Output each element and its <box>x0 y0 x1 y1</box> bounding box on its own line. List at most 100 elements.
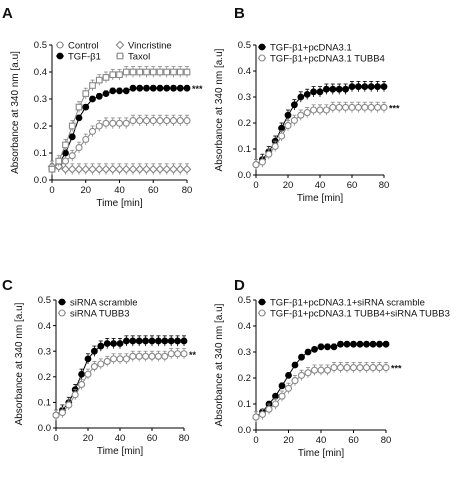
data-point <box>94 164 104 174</box>
data-point <box>258 158 266 166</box>
data-point <box>169 164 178 174</box>
panel-d: D 0.0 0.1 0.2 0.3 0.4 0.5 0 20 40 60 80 Time [min] Ab… <box>214 277 450 459</box>
x-axis-title: Time [min] <box>96 198 143 209</box>
data-point <box>367 103 375 111</box>
legend-marker <box>115 40 125 50</box>
data-point <box>143 84 150 92</box>
y-tick-label: 0.4 <box>38 321 51 332</box>
data-point <box>265 150 273 158</box>
data-point <box>163 68 171 76</box>
y-tick-label: 0.0 <box>34 175 47 186</box>
data-point <box>84 370 92 378</box>
data-point <box>310 106 318 114</box>
data-point <box>102 119 110 127</box>
data-point <box>156 117 164 125</box>
legend-marker <box>58 309 66 317</box>
data-point <box>180 337 188 345</box>
data-point <box>148 352 156 360</box>
data-point <box>182 164 192 174</box>
data-point <box>335 85 343 93</box>
data-point <box>174 337 182 345</box>
data-point <box>58 409 66 417</box>
x-tick-label: 60 <box>148 185 159 196</box>
data-point <box>136 84 144 92</box>
data-point <box>342 85 350 93</box>
data-point <box>82 135 90 144</box>
y-tick-label: 0.3 <box>238 347 251 358</box>
x-tick-label: 40 <box>316 435 327 446</box>
legend-label: Taxol <box>128 51 150 62</box>
data-point <box>272 392 279 400</box>
x-tick-label: 60 <box>147 433 158 444</box>
data-point <box>324 343 331 351</box>
data-point <box>291 377 299 385</box>
data-point <box>116 355 124 363</box>
data-point <box>348 103 356 111</box>
data-point <box>102 74 110 81</box>
data-point <box>67 164 77 174</box>
data-point <box>311 345 318 353</box>
data-point <box>183 68 191 76</box>
data-point <box>78 370 85 378</box>
data-point <box>62 141 69 149</box>
data-point <box>129 117 137 125</box>
data-point <box>180 350 188 358</box>
data-point <box>167 337 175 345</box>
data-point <box>102 90 110 97</box>
data-point <box>284 384 293 392</box>
data-point <box>82 90 90 97</box>
data-point <box>297 111 305 119</box>
data-point <box>183 117 191 125</box>
data-point <box>303 109 311 117</box>
x-tick-label: 20 <box>83 433 94 444</box>
data-point <box>337 340 344 348</box>
panel-letter: D <box>234 277 245 294</box>
y-tick-label: 0.3 <box>38 346 51 357</box>
data-point <box>163 84 171 92</box>
data-point <box>97 360 105 368</box>
data-point <box>128 164 138 174</box>
data-point <box>163 117 171 125</box>
data-point <box>161 337 169 345</box>
data-point <box>129 352 137 360</box>
y-tick-label: 0.1 <box>238 399 251 410</box>
data-point <box>136 68 144 76</box>
data-point <box>322 85 330 93</box>
data-point <box>284 122 292 130</box>
y-axis-title: Absorbance at 340 nm [a.u] <box>10 51 21 174</box>
significance-label: *** <box>391 364 402 374</box>
data-point <box>169 117 178 125</box>
x-tick-label: 80 <box>182 185 193 196</box>
data-point <box>129 84 137 92</box>
panel-a: A 0.0 0.1 0.2 0.3 0.4 0.5 0 20 40 60 80 Time [min] Ab… <box>2 5 203 209</box>
y-tick-label: 0.1 <box>34 148 47 159</box>
data-point <box>258 410 267 418</box>
x-axis-title: Time [min] <box>97 446 144 457</box>
data-point <box>322 106 330 114</box>
data-point <box>95 92 103 100</box>
data-point <box>271 142 279 150</box>
data-point <box>290 101 298 109</box>
panel-letter: A <box>2 5 13 22</box>
x-tick-label: 60 <box>348 435 359 446</box>
panel-c: C 0.0 0.1 0.2 0.3 0.4 0.5 0 20 40 60 80 Time [min] Ab… <box>2 277 197 457</box>
data-point <box>143 68 150 76</box>
data-point <box>110 340 117 347</box>
data-point <box>75 144 83 152</box>
legend-marker <box>258 54 266 62</box>
series-3 <box>47 160 192 175</box>
series-2 <box>252 361 390 423</box>
data-point <box>116 87 123 95</box>
data-point <box>74 164 84 174</box>
legend-label: TGF-β1 <box>68 51 101 62</box>
data-point <box>108 164 118 174</box>
data-point <box>103 357 111 365</box>
data-point <box>122 119 130 127</box>
data-point <box>161 352 169 360</box>
panel-letter: C <box>2 277 13 294</box>
y-axis-title: Absorbance at 340 nm [a.u] <box>214 48 225 171</box>
x-tick-label: 0 <box>253 435 258 446</box>
